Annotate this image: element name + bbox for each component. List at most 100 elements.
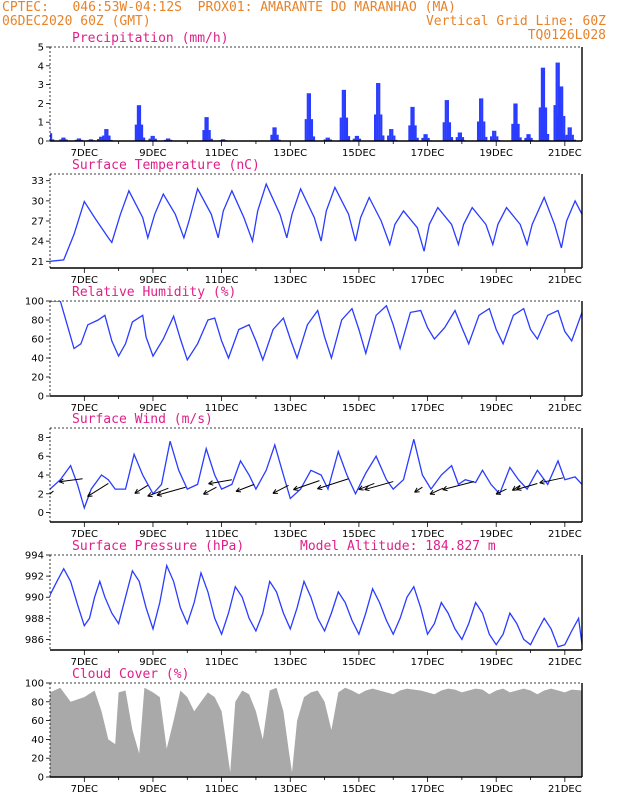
y-tick-label: 8 xyxy=(38,433,44,444)
panel-title: Cloud Cover (%) xyxy=(72,667,189,682)
precip-bar xyxy=(389,129,392,141)
x-tick-label: 13DEC xyxy=(273,148,307,159)
wind-arrow-head xyxy=(495,489,502,495)
wind-arrow xyxy=(156,486,186,496)
precip-bar xyxy=(168,138,171,141)
wind-arrow-head xyxy=(156,491,162,497)
x-tick-label: 19DEC xyxy=(479,148,513,159)
precip-bar xyxy=(459,132,463,141)
y-tick-label: 0 xyxy=(38,392,44,403)
x-tick-label: 15DEC xyxy=(342,148,376,159)
wind-arrow xyxy=(414,486,423,493)
x-tick-label: 11DEC xyxy=(205,148,239,159)
precip-bar xyxy=(99,136,102,141)
x-tick-label: 17DEC xyxy=(411,529,445,540)
precip-bar xyxy=(540,67,544,141)
x-tick-label: 11DEC xyxy=(205,529,239,540)
plot-area xyxy=(50,439,582,510)
x-tick-label: 13DEC xyxy=(273,403,307,414)
precip-bar xyxy=(138,105,142,141)
precip-bar xyxy=(416,137,419,141)
wind-arrow xyxy=(235,483,255,492)
precip-bar xyxy=(104,129,107,141)
x-tick-label: 9DEC xyxy=(139,657,166,668)
precip-bar xyxy=(78,138,82,141)
precip-bar xyxy=(565,134,568,141)
precip-bar xyxy=(63,137,66,141)
precip-bar xyxy=(134,124,137,141)
precip-bar xyxy=(108,135,111,141)
panel-1: Surface Temperature (nC) 21 24 27 30 33 7DEC 9D… xyxy=(31,158,583,286)
precip-bar xyxy=(556,116,560,141)
precip-bar xyxy=(450,137,454,141)
precip-bar xyxy=(347,136,351,141)
x-tick-label: 21DEC xyxy=(548,784,582,795)
precip-bar xyxy=(46,124,48,141)
precip-bar xyxy=(538,107,541,141)
precip-bar xyxy=(455,137,458,141)
x-tick-label: 7DEC xyxy=(71,275,98,286)
precip-bar xyxy=(481,98,484,141)
precip-bar xyxy=(106,129,109,141)
precip-bar xyxy=(327,137,330,141)
precip-bar xyxy=(150,135,153,141)
y-tick-label: 40 xyxy=(31,354,44,365)
wind-arrow xyxy=(516,482,538,490)
x-tick-label: 13DEC xyxy=(273,657,307,668)
wind-arrow xyxy=(50,490,54,495)
x-tick-label: 9DEC xyxy=(139,403,166,414)
wind-arrow xyxy=(364,481,394,491)
precip-bar xyxy=(210,138,213,141)
x-tick-label: 21DEC xyxy=(548,657,582,668)
precip-bar xyxy=(492,130,495,141)
precip-bar xyxy=(343,89,347,141)
precip-bar xyxy=(515,103,518,141)
precip-bar xyxy=(52,139,55,141)
wind-arrow-head xyxy=(293,485,299,491)
precip-bar xyxy=(561,86,564,141)
y-tick-label: 24 xyxy=(31,237,44,248)
header-line1: CPTEC: 046:53W-04:12S PROX01: AMARANTE D… xyxy=(2,0,456,15)
x-tick-label: 19DEC xyxy=(479,784,513,795)
precip-bar xyxy=(567,127,570,141)
wind-arrow xyxy=(358,482,375,490)
precip-bar xyxy=(555,62,558,141)
x-tick-label: 13DEC xyxy=(273,529,307,540)
x-tick-label: 21DEC xyxy=(548,403,582,414)
series-line xyxy=(50,182,582,262)
wind-arrow-head xyxy=(317,484,323,491)
y-tick-label: 4 xyxy=(38,61,44,72)
x-tick-label: 7DEC xyxy=(71,657,98,668)
x-tick-label: 17DEC xyxy=(411,403,445,414)
wind-arrow xyxy=(134,484,149,494)
panel-title: Surface Temperature (nC) xyxy=(72,158,260,173)
precip-bar xyxy=(485,136,488,141)
y-tick-label: 6 xyxy=(38,452,44,463)
precip-bar xyxy=(553,105,556,141)
precip-bar xyxy=(427,137,430,141)
header-grid-line: Vertical Grid Line: 60Z xyxy=(425,14,606,29)
precip-bar xyxy=(274,127,277,141)
precip-bar xyxy=(519,137,522,141)
precip-bar xyxy=(391,129,394,141)
precip-bar xyxy=(530,137,533,141)
precip-bar xyxy=(76,138,79,141)
y-tick-label: 0 xyxy=(38,508,44,519)
wind-arrow xyxy=(293,480,320,491)
x-tick-label: 19DEC xyxy=(479,403,513,414)
x-tick-label: 17DEC xyxy=(411,148,445,159)
y-tick-label: 100 xyxy=(25,297,44,308)
wind-arrow xyxy=(59,478,83,483)
y-tick-label: 0 xyxy=(38,137,44,148)
y-tick-label: 3 xyxy=(38,80,44,91)
precip-bar xyxy=(414,125,417,141)
plot-area xyxy=(50,301,582,362)
x-tick-label: 11DEC xyxy=(205,403,239,414)
precip-bar xyxy=(102,135,105,141)
wind-arrow xyxy=(317,478,349,490)
wind-arrow xyxy=(512,484,521,491)
precip-bar xyxy=(204,117,207,141)
y-tick-label: 20 xyxy=(31,373,44,384)
precip-bar xyxy=(325,137,328,141)
precip-bar xyxy=(528,134,531,141)
